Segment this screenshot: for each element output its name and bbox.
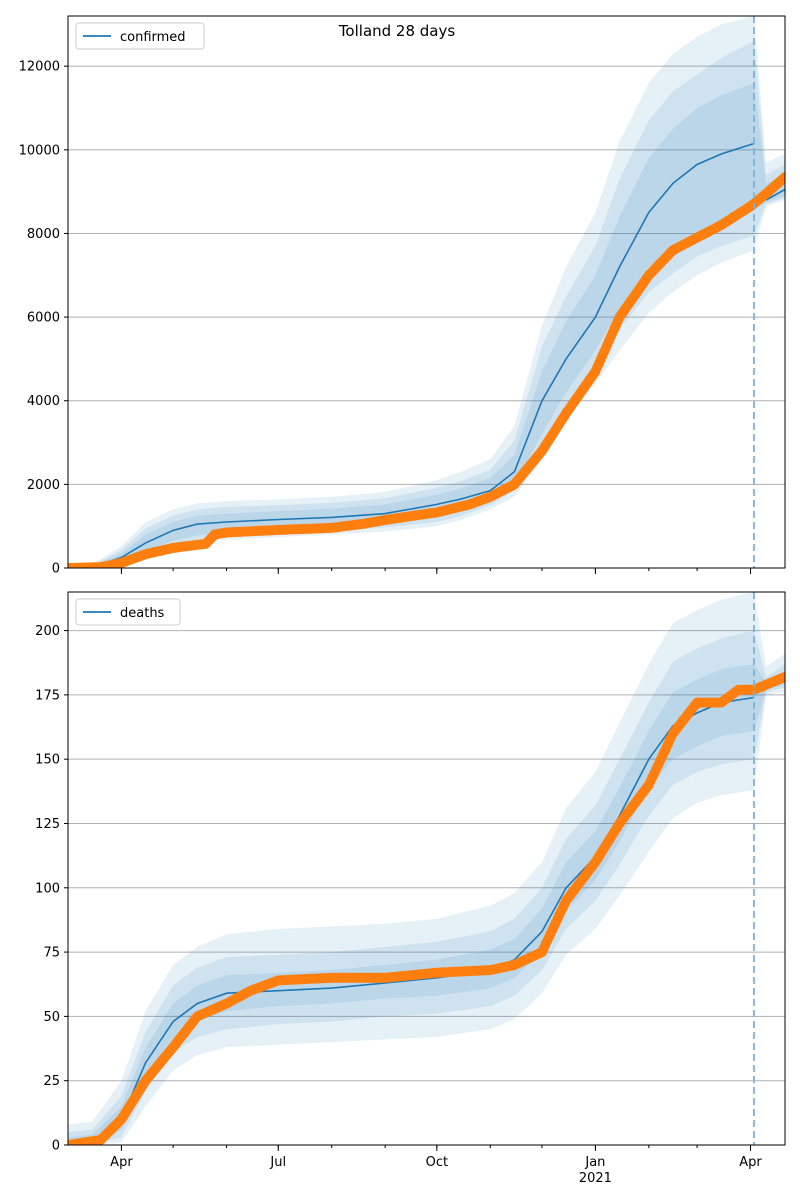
uncertainty-band <box>68 592 785 1145</box>
x-tick-label: Jan <box>584 1155 605 1170</box>
uncertainty-band <box>68 41 785 568</box>
y-tick-label: 0 <box>52 562 60 577</box>
legend-box <box>75 598 181 626</box>
axes-frame <box>67 591 786 1146</box>
y-tick-label: 200 <box>35 624 60 639</box>
figure-title: Tolland 28 days <box>338 22 456 40</box>
y-tick-label: 25 <box>43 1074 60 1089</box>
legend-label: confirmed <box>120 30 186 45</box>
x-tick-label: Apr <box>110 1155 133 1170</box>
x-tick-label: Oct <box>426 1155 448 1170</box>
y-tick-label: 125 <box>35 817 60 832</box>
uncertainty-band <box>68 630 785 1145</box>
x-tick-label: Apr <box>739 1155 762 1170</box>
legend-label: deaths <box>120 606 165 621</box>
y-tick-label: 4000 <box>27 394 60 409</box>
y-tick-label: 8000 <box>27 227 60 242</box>
y-tick-label: 150 <box>35 753 60 768</box>
observed-point <box>780 172 785 182</box>
x-tick-label: 2021 <box>579 1171 612 1186</box>
axes-frame <box>67 15 786 569</box>
x-tick-label: Jul <box>269 1155 286 1170</box>
uncertainty-band <box>68 82 785 568</box>
plot-area <box>68 592 785 1145</box>
observed-point <box>780 671 785 682</box>
y-tick-label: 6000 <box>27 311 60 326</box>
model-median-line <box>68 142 755 568</box>
y-tick-label: 175 <box>35 688 60 703</box>
legend: deaths <box>75 598 181 626</box>
legend: confirmed <box>75 22 205 50</box>
y-tick-label: 12000 <box>19 60 60 75</box>
model-forecast-line <box>765 188 785 201</box>
panel-confirmed: 0 2000 4000 6000 8000 10000 12000 confirmed <box>19 15 786 577</box>
plot-area <box>68 16 785 568</box>
uncertainty-band <box>68 664 785 1145</box>
y-tick-label: 50 <box>43 1010 60 1025</box>
y-tick-label: 75 <box>43 946 60 961</box>
y-tick-label: 10000 <box>19 143 60 158</box>
legend-box <box>75 22 205 50</box>
y-tick-label: 0 <box>52 1139 60 1154</box>
y-tick-label: 2000 <box>27 478 60 493</box>
y-tick-label: 100 <box>35 881 60 896</box>
